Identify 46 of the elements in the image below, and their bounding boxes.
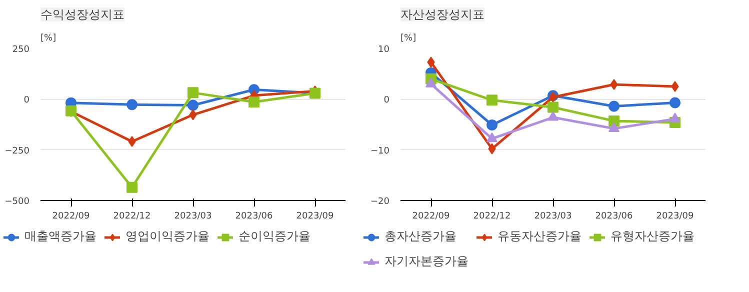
legend-label: 총자산증가율 bbox=[384, 228, 456, 245]
legend-label: 매출액증가율 bbox=[24, 228, 96, 245]
legend-label: 자기자본증가율 bbox=[384, 253, 468, 270]
x-tick-label: 2023/09 bbox=[656, 212, 694, 222]
legend-label: 순이익증가율 bbox=[238, 228, 310, 245]
x-tick-label: 2023/06 bbox=[595, 212, 633, 222]
point bbox=[188, 100, 198, 111]
x-tick-label: 2022/09 bbox=[52, 212, 90, 222]
point bbox=[486, 132, 498, 142]
point bbox=[486, 94, 498, 106]
y-tick-label: −500 bbox=[4, 197, 30, 207]
y-tick-label: −10 bbox=[370, 146, 390, 156]
legend-label: 유동자산증가율 bbox=[497, 228, 582, 245]
point bbox=[126, 182, 138, 193]
y-tick-label: −250 bbox=[4, 146, 30, 156]
y-tick-label: −20 bbox=[370, 197, 390, 207]
chart-title: 자산성장성지표 bbox=[400, 8, 484, 22]
x-tick-label: 2022/12 bbox=[113, 212, 151, 222]
point bbox=[188, 87, 198, 98]
point bbox=[608, 122, 620, 132]
point bbox=[486, 120, 498, 130]
point bbox=[670, 112, 680, 122]
x-tick-label: 2022/12 bbox=[473, 212, 511, 222]
point bbox=[670, 97, 680, 108]
point bbox=[548, 111, 558, 121]
point bbox=[426, 78, 436, 88]
y-tick-label: 10 bbox=[378, 45, 390, 55]
chart-title: 수익성장성지표 bbox=[40, 8, 124, 22]
legend-label: 영업이익증가율 bbox=[125, 228, 210, 245]
point bbox=[608, 115, 620, 126]
x-tick-label: 2023/03 bbox=[174, 212, 212, 222]
point bbox=[671, 81, 679, 92]
point bbox=[608, 100, 620, 112]
legend-label: 유형자산증가율 bbox=[610, 228, 694, 245]
y-tick-label: 0 bbox=[384, 96, 390, 106]
y-tick-label: 0 bbox=[24, 96, 30, 106]
x-tick-label: 2023/09 bbox=[296, 212, 334, 222]
x-tick-label: 2022/09 bbox=[412, 212, 450, 222]
point bbox=[548, 102, 558, 113]
y-axis-title: [%] bbox=[400, 34, 416, 44]
y-tick-label: 250 bbox=[12, 45, 30, 55]
y-axis-title: [%] bbox=[40, 34, 56, 44]
x-tick-label: 2023/03 bbox=[534, 212, 572, 222]
point bbox=[248, 96, 260, 108]
x-tick-label: 2023/06 bbox=[235, 212, 273, 222]
point bbox=[126, 99, 138, 110]
